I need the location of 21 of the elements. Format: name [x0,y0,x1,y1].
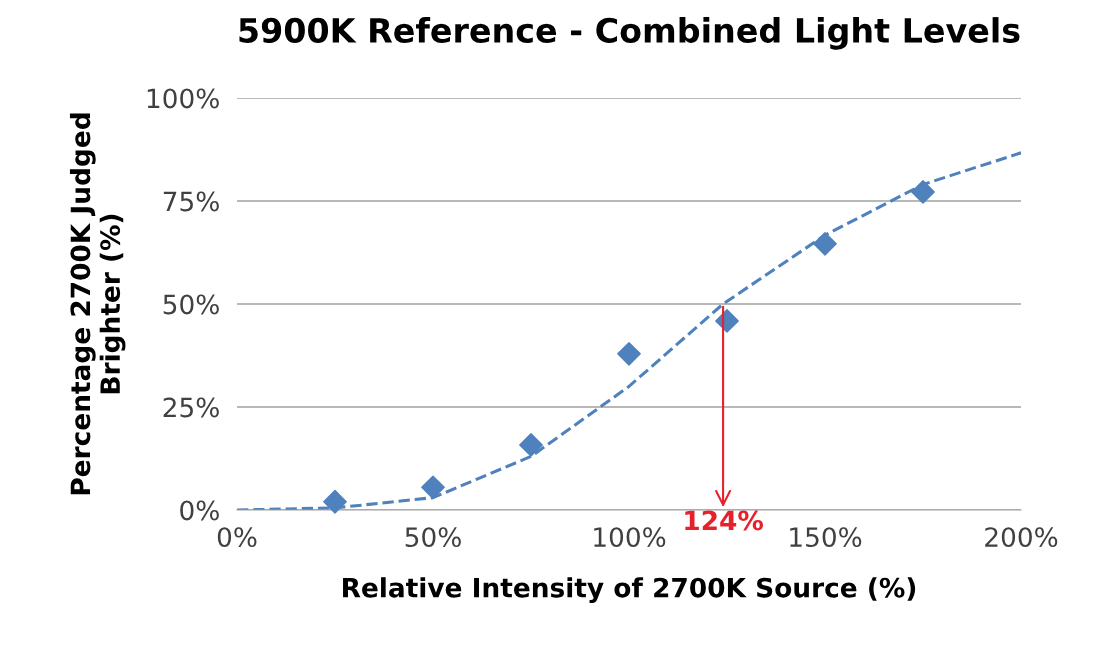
annotation: 124% [685,510,763,531]
x-tick-label: 200% [985,527,1058,548]
chart-title: 5900K Reference - Combined Light Levels [239,17,1020,50]
point [911,180,935,204]
point [813,231,837,256]
y-tick-label: 75% [163,191,219,212]
point [617,341,641,366]
y-tick-label: 0% [180,500,219,521]
x-tick-label: 150% [790,527,862,548]
x-tick-label: 100% [594,527,666,548]
line-series [237,151,1021,510]
point [323,489,347,514]
x-tick-label: 0% [217,527,257,548]
y-tick-label: 25% [163,397,219,418]
y-axis-title: Percentage 2700K Judged Brighter (%) [69,113,126,495]
point [519,433,543,457]
point [421,475,445,500]
y-tick-label: 50% [163,294,219,315]
x-tick-label: 50% [405,527,461,548]
x-axis-title: Relative Intensity of 2700K Source (%) [343,577,916,603]
y-tick-label: 100% [147,88,219,109]
